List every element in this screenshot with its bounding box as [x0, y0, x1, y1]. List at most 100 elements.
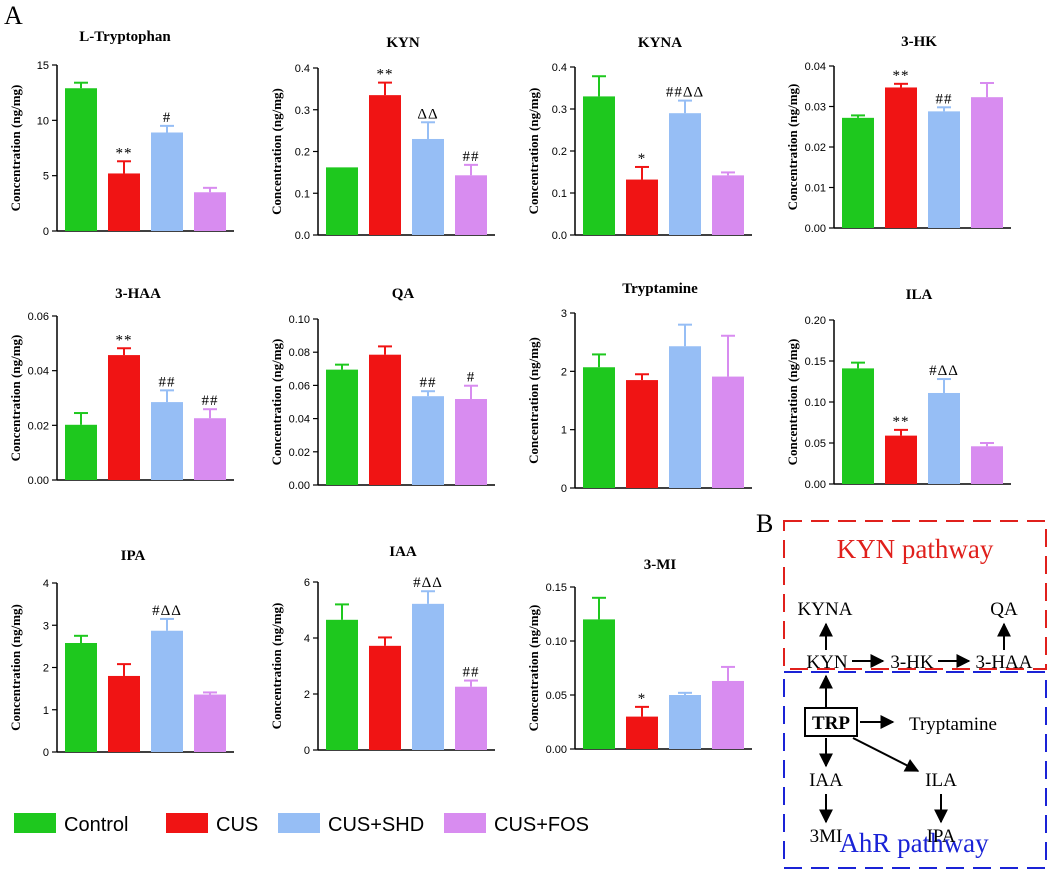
y-tick-label: 0.2	[295, 147, 310, 159]
chart-l-tryptophan: L-Tryptophan Concentration (ng/mg) 0 5 10 15 *…	[8, 29, 234, 238]
y-tick-label: 2	[561, 366, 567, 378]
bar-control	[65, 642, 97, 752]
legend: Control CUS CUS+SHD CUS+FOS	[14, 813, 589, 836]
y-tick-label: 0.06	[28, 311, 49, 323]
y-tick-label: 0.05	[546, 690, 567, 702]
y-axis-label: Concentration (ng/mg)	[526, 88, 541, 215]
significance-mark: **	[116, 332, 133, 348]
y-tick-label: 0	[304, 745, 310, 757]
legend-swatch-control	[14, 813, 56, 833]
y-tick-label: 0.00	[28, 475, 49, 487]
bar-cus-shd	[928, 111, 960, 228]
y-tick-label: 0.08	[289, 347, 310, 359]
y-tick-label: 0.15	[805, 356, 826, 368]
node-ila: ILA	[925, 770, 957, 791]
significance-mark: **	[893, 414, 910, 430]
significance-mark: ##ΔΔ	[666, 85, 704, 101]
y-tick-label: 0.15	[546, 582, 567, 594]
y-tick-label: 1	[43, 705, 49, 717]
y-tick-label: 0.00	[805, 223, 826, 235]
bar-cus	[626, 716, 658, 749]
chart-title: 3-MI	[644, 557, 677, 573]
chart-iaa: IAA Concentration (ng/mg) 0 2 4 6 #ΔΔ ##	[269, 544, 495, 757]
bar-cus-shd	[412, 603, 444, 750]
ahr-pathway-box	[783, 671, 1047, 869]
significance-mark: #ΔΔ	[152, 603, 182, 619]
pathway-diagram: KYN pathway AhR pathway KYNA QA KYN 3-HK…	[783, 520, 1047, 869]
bar-cus-shd	[151, 132, 183, 231]
bar-cus-fos	[194, 694, 226, 752]
node-trp-box	[804, 707, 858, 737]
significance-mark: ΔΔ	[417, 106, 438, 122]
y-tick-label: 6	[304, 577, 310, 589]
y-tick-label: 2	[304, 689, 310, 701]
y-tick-label: 0.10	[805, 397, 826, 409]
bar-cus-shd	[151, 630, 183, 752]
bar-cus	[369, 645, 401, 750]
ahr-pathway-title: AhR pathway	[839, 828, 989, 858]
chart-title: 3-HK	[901, 34, 937, 50]
chart-title: QA	[392, 286, 415, 302]
chart-title: KYNA	[638, 35, 682, 51]
y-axis-label: Concentration (ng/mg)	[785, 84, 800, 211]
panel-b-label: B	[756, 509, 773, 538]
y-tick-label: 0.10	[289, 314, 310, 326]
y-tick-label: 3	[561, 308, 567, 320]
chart-kyn: KYN Concentration (ng/mg) 0.0 0.1 0.2 0.3 0.4 *…	[269, 35, 495, 242]
chart-ila: ILA Concentration (ng/mg) 0.00 0.05 0.10 0.15…	[785, 287, 1011, 491]
y-tick-label: 0.10	[546, 636, 567, 648]
y-tick-label: 0.02	[289, 447, 310, 459]
significance-mark: #	[467, 370, 476, 386]
legend-swatch-cus-fos	[444, 813, 486, 833]
kyn-pathway-title: KYN pathway	[837, 534, 994, 564]
bar-cus-fos	[712, 175, 744, 235]
node-kyna: KYNA	[798, 599, 853, 620]
bar-control	[583, 367, 615, 488]
node-3-hk: 3-HK	[890, 652, 934, 673]
y-tick-label: 0.3	[295, 105, 310, 117]
bar-cus-fos	[712, 376, 744, 488]
node-ipa: IPA	[927, 826, 956, 847]
kyn-pathway-box	[783, 520, 1047, 670]
y-tick-label: 1	[561, 425, 567, 437]
node-qa: QA	[990, 599, 1018, 620]
panel-a-label: A	[4, 1, 23, 30]
y-tick-label: 0.1	[552, 188, 567, 200]
y-tick-label: 15	[37, 60, 49, 72]
node-3-haa: 3-HAA	[976, 652, 1033, 673]
y-tick-label: 0.00	[546, 744, 567, 756]
bar-cus-fos	[971, 446, 1003, 484]
node-tryptamine: Tryptamine	[909, 714, 997, 735]
y-tick-label: 0.00	[289, 480, 310, 492]
chart-kyna: KYNA Concentration (ng/mg) 0.0 0.1 0.2 0.3 0.4…	[526, 35, 752, 242]
bar-cus-shd	[151, 402, 183, 480]
y-tick-label: 0.00	[805, 479, 826, 491]
chart-title: KYN	[386, 35, 420, 51]
node-trp: TRP	[812, 713, 850, 734]
y-tick-label: 0.4	[295, 63, 310, 75]
bar-cus-fos	[712, 680, 744, 749]
bar-cus	[626, 380, 658, 488]
bar-cus-shd	[669, 346, 701, 488]
chart-title: IPA	[121, 548, 146, 564]
legend-swatch-cus	[166, 813, 208, 833]
chart-3-haa: 3-HAA Concentration (ng/mg) 0.00 0.02 0.04 0.…	[8, 286, 234, 487]
significance-mark: *	[638, 691, 647, 707]
bar-cus-fos	[455, 175, 487, 235]
y-tick-label: 0.4	[552, 62, 567, 74]
significance-mark: ##	[202, 393, 219, 409]
y-axis-label: Concentration (ng/mg)	[269, 339, 284, 466]
significance-mark: #	[163, 110, 172, 126]
significance-mark: #ΔΔ	[413, 575, 443, 591]
y-tick-label: 0.0	[552, 230, 567, 242]
chart-qa: QA Concentration (ng/mg) 0.00 0.02 0.04 0.06 0…	[269, 286, 495, 492]
chart-title: IAA	[389, 544, 417, 560]
significance-mark: **	[377, 67, 394, 83]
bar-cus-fos	[455, 686, 487, 750]
bar-cus-shd	[928, 392, 960, 484]
bar-control	[842, 117, 874, 228]
chart-3-mi: 3-MI Concentration (ng/mg) 0.00 0.05 0.10 0.1…	[526, 557, 752, 756]
y-tick-label: 0.04	[28, 366, 49, 378]
y-tick-label: 0.02	[805, 142, 826, 154]
